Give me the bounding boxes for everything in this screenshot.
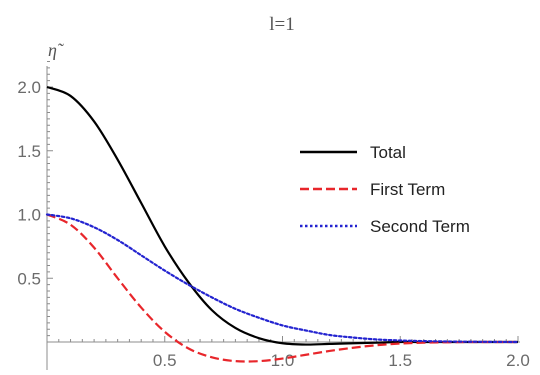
series-line-second-term [45, 213, 520, 344]
x-tick-label: 1.0 [271, 351, 295, 370]
series-line-total [46, 85, 518, 346]
y-tick-label: 1.5 [17, 142, 41, 161]
x-tick-label: 1.5 [388, 351, 412, 370]
chart-title: l=1 [269, 14, 295, 35]
y-tick-label: 0.5 [17, 269, 41, 288]
series-line-first-term [46, 213, 518, 363]
x-tick-label: 2.0 [506, 351, 530, 370]
legend-label: First Term [370, 180, 445, 199]
series-layer [45, 85, 520, 363]
axes: 0.5 1.0 1.5 2.0 0.5 1.0 1.5 2.0 [17, 61, 530, 370]
x-tick-label: 0.5 [153, 351, 177, 370]
y-tick-label: 2.0 [17, 78, 41, 97]
legend: Total First Term Second Term [300, 143, 470, 236]
legend-label: Second Term [370, 217, 470, 236]
y-tick-label: 1.0 [17, 206, 41, 225]
y-axis-label: η̃ [48, 40, 65, 60]
legend-label: Total [370, 143, 406, 162]
